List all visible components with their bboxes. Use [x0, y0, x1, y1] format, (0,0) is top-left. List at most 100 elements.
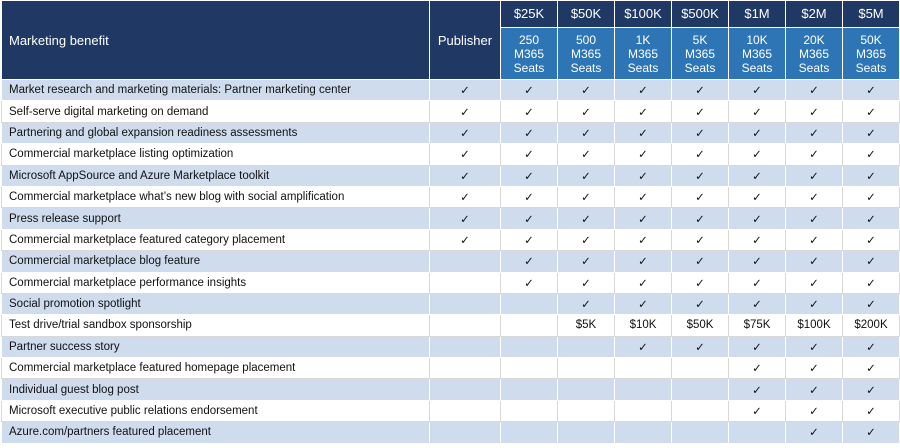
empty-cell — [500, 399, 558, 423]
check-mark: ✓ — [728, 100, 786, 123]
benefit-name: Test drive/trial sandbox sponsorship — [1, 314, 430, 337]
check-mark: ✓ — [614, 292, 672, 316]
check-mark: ✓ — [671, 292, 729, 316]
benefit-name: Partner success story — [1, 335, 430, 359]
check-mark: ✓ — [500, 121, 558, 145]
empty-cell — [671, 378, 729, 401]
check-mark: ✓ — [785, 185, 843, 209]
check-mark: ✓ — [557, 121, 615, 145]
check-mark: ✓ — [728, 399, 786, 423]
benefit-name: Azure.com/partners featured placement — [1, 421, 430, 444]
tier-price-header: $100K — [614, 0, 672, 28]
table-header: Marketing benefit Publisher $25K $50K $1… — [1, 0, 900, 80]
check-mark: ✓ — [500, 185, 558, 209]
sponsorship-amount: $75K — [728, 314, 786, 337]
table-row: Press release support ✓ ✓ ✓ ✓ ✓ ✓ ✓ ✓ — [1, 207, 900, 230]
table-row: Commercial marketplace featured category… — [1, 228, 900, 252]
check-mark: ✓ — [785, 121, 843, 145]
empty-cell — [500, 378, 558, 401]
check-mark: ✓ — [728, 207, 786, 230]
check-mark: ✓ — [842, 121, 900, 145]
check-mark: ✓ — [728, 250, 786, 273]
check-mark: ✓ — [671, 100, 729, 123]
empty-cell — [429, 399, 501, 423]
benefit-name: Partnering and global expansion readines… — [1, 121, 430, 145]
check-mark: ✓ — [671, 164, 729, 187]
check-mark: ✓ — [671, 185, 729, 209]
seats-unit: Seats — [855, 60, 887, 75]
check-mark: ✓ — [429, 207, 501, 230]
check-mark: ✓ — [785, 250, 843, 273]
check-mark: ✓ — [614, 207, 672, 230]
check-mark: ✓ — [728, 335, 786, 359]
seats-count: 250 — [518, 32, 540, 47]
check-mark: ✓ — [500, 207, 558, 230]
check-mark: ✓ — [614, 228, 672, 252]
benefit-name: Commercial marketplace featured category… — [1, 228, 430, 252]
check-mark: ✓ — [557, 207, 615, 230]
seats-product: M365 — [741, 46, 773, 61]
benefit-name: Commercial marketplace what’s new blog w… — [1, 185, 430, 209]
tier-seats-header: 250 M365 Seats — [500, 27, 558, 80]
check-mark: ✓ — [500, 250, 558, 273]
check-mark: ✓ — [429, 100, 501, 123]
sponsorship-amount: $100K — [785, 314, 843, 337]
empty-cell — [614, 399, 672, 423]
seats-unit: Seats — [741, 60, 773, 75]
empty-cell — [671, 421, 729, 444]
check-mark: ✓ — [614, 121, 672, 145]
check-mark: ✓ — [728, 271, 786, 294]
benefit-name: Microsoft executive public relations end… — [1, 399, 430, 423]
table-row: Commercial marketplace performance insig… — [1, 271, 900, 294]
empty-cell — [429, 292, 501, 316]
tier-price-header: $2M — [785, 0, 843, 28]
empty-cell — [557, 357, 615, 380]
publisher-header: Publisher — [429, 0, 501, 80]
check-mark: ✓ — [785, 421, 843, 444]
check-mark: ✓ — [557, 185, 615, 209]
table-row: Commercial marketplace featured homepage… — [1, 357, 900, 380]
seats-unit: Seats — [798, 60, 830, 75]
check-mark: ✓ — [785, 143, 843, 166]
tier-seats-header: 500 M365 Seats — [557, 27, 615, 80]
check-mark: ✓ — [671, 271, 729, 294]
check-mark: ✓ — [429, 164, 501, 187]
check-mark: ✓ — [785, 399, 843, 423]
table-row: Commercial marketplace what’s new blog w… — [1, 185, 900, 209]
table-row: Commercial marketplace listing optimizat… — [1, 143, 900, 166]
check-mark: ✓ — [671, 143, 729, 166]
check-mark: ✓ — [557, 250, 615, 273]
check-mark: ✓ — [842, 207, 900, 230]
check-mark: ✓ — [557, 292, 615, 316]
empty-cell — [429, 421, 501, 444]
empty-cell — [671, 399, 729, 423]
table-row: Partner success story ✓ ✓ ✓ ✓ ✓ — [1, 335, 900, 359]
tier-seats-header: 20K M365 Seats — [785, 27, 843, 80]
seats-unit: Seats — [513, 60, 545, 75]
empty-cell — [614, 421, 672, 444]
check-mark: ✓ — [500, 228, 558, 252]
check-mark: ✓ — [557, 143, 615, 166]
table-row: Azure.com/partners featured placement ✓ ✓ — [1, 421, 900, 444]
check-mark: ✓ — [842, 78, 900, 102]
check-mark: ✓ — [842, 164, 900, 187]
table-row: Social promotion spotlight ✓ ✓ ✓ ✓ ✓ ✓ — [1, 292, 900, 316]
check-mark: ✓ — [671, 335, 729, 359]
empty-cell — [500, 421, 558, 444]
sponsorship-amount: $50K — [671, 314, 729, 337]
benefit-name: Commercial marketplace blog feature — [1, 250, 430, 273]
empty-cell — [500, 314, 558, 337]
tier-seats-header: 1K M365 Seats — [614, 27, 672, 80]
table-row: Self-serve digital marketing on demand ✓ ✓… — [1, 100, 900, 123]
check-mark: ✓ — [728, 143, 786, 166]
tier-price-header: $1M — [728, 0, 786, 28]
empty-cell — [429, 335, 501, 359]
check-mark: ✓ — [429, 143, 501, 166]
check-mark: ✓ — [557, 271, 615, 294]
seats-count: 1K — [635, 32, 651, 47]
check-mark: ✓ — [785, 207, 843, 230]
check-mark: ✓ — [785, 100, 843, 123]
check-mark: ✓ — [785, 271, 843, 294]
check-mark: ✓ — [842, 357, 900, 380]
